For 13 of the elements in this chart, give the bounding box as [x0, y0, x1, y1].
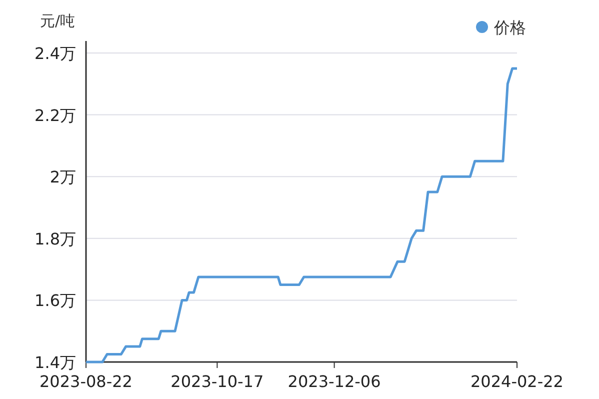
y-tick-label: 2.2万 [34, 106, 76, 125]
x-tick-label: 2023-12-06 [288, 372, 381, 391]
y-tick-label: 1.4万 [34, 353, 76, 372]
y-tick-label: 2万 [50, 168, 76, 187]
y-tick-label: 1.6万 [34, 291, 76, 310]
y-tick-label: 2.4万 [34, 44, 76, 63]
legend: 价格 [476, 18, 526, 37]
x-tick-label: 2024-02-22 [470, 372, 564, 391]
y-tick-label: 1.8万 [34, 229, 76, 248]
y-axis-title: 元/吨 [40, 12, 76, 30]
legend-label: 价格 [493, 18, 526, 37]
x-tick-label: 2023-10-17 [170, 372, 264, 391]
x-tick-label: 2023-08-22 [40, 372, 132, 391]
